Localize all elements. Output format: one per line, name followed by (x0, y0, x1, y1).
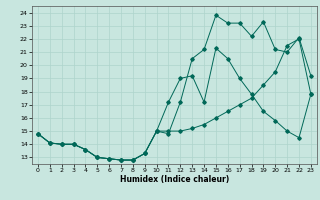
X-axis label: Humidex (Indice chaleur): Humidex (Indice chaleur) (120, 175, 229, 184)
